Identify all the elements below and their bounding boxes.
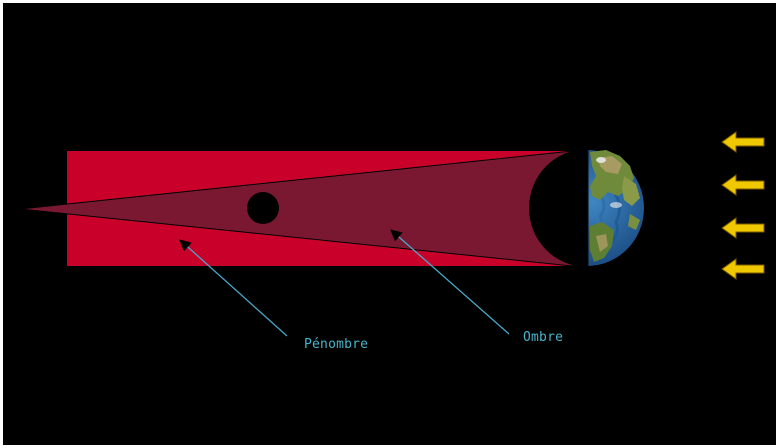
moon-icon xyxy=(247,192,279,224)
umbra-label: Ombre xyxy=(523,330,564,345)
umbra-edge-top xyxy=(19,150,573,210)
umbra-edge-bottom xyxy=(19,208,573,267)
sunlight-arrow-icon xyxy=(721,131,765,153)
umbra-pointer xyxy=(390,229,510,335)
penumbra-pointer xyxy=(179,239,288,337)
sunlight-arrow-icon xyxy=(721,217,765,239)
earth-globe-icon xyxy=(588,150,644,266)
sunlight-arrow-icon xyxy=(721,174,765,196)
penumbra-label: Pénombre xyxy=(304,337,369,352)
sunlight-arrows xyxy=(721,131,765,280)
sunlight-arrow-icon xyxy=(721,258,765,280)
umbra-cone xyxy=(20,151,572,266)
